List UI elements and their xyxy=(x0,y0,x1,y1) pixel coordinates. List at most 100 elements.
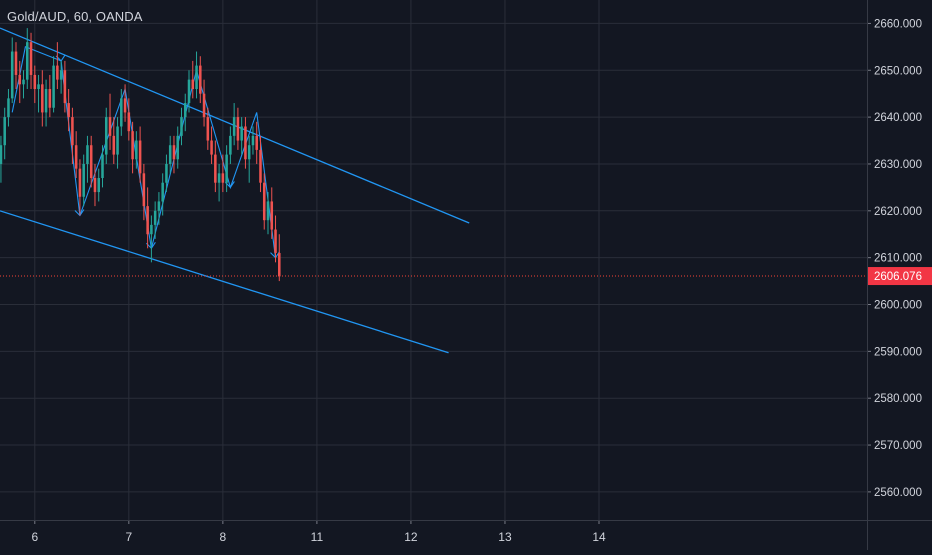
candle-body xyxy=(22,79,25,85)
candle-body xyxy=(29,42,33,75)
time-tick-label: 13 xyxy=(498,530,512,544)
candle-body xyxy=(44,89,48,113)
candle-body xyxy=(52,65,55,108)
candle-body xyxy=(225,154,228,183)
candle-body xyxy=(214,154,217,183)
candle-body xyxy=(236,117,240,141)
candle-body xyxy=(82,163,85,197)
candle-body xyxy=(168,145,172,164)
candle-body xyxy=(78,168,82,197)
candle-body xyxy=(191,79,195,90)
candle-body xyxy=(146,206,149,235)
candle-body xyxy=(180,117,183,136)
time-tick-label: 14 xyxy=(592,530,606,544)
time-axis[interactable]: 6 7 8 11 12 13 14 xyxy=(0,520,932,544)
price-tick-label: 2650.000 xyxy=(874,65,922,77)
candle-body xyxy=(199,65,202,94)
candle-body xyxy=(10,51,14,99)
candle-body xyxy=(247,145,251,160)
candle-body xyxy=(240,126,243,141)
candle-body xyxy=(210,140,213,155)
candle-body xyxy=(59,70,63,80)
candle-body xyxy=(187,79,191,104)
candle-body xyxy=(120,98,123,127)
price-tick-label: 2630.000 xyxy=(874,159,922,171)
price-tick-label: 2590.000 xyxy=(874,346,922,358)
price-tick-label: 2640.000 xyxy=(874,112,922,124)
candle-body xyxy=(165,163,168,183)
candle-body xyxy=(108,117,112,136)
candle-body xyxy=(33,74,37,90)
candles xyxy=(0,28,281,282)
price-tick-label: 2570.000 xyxy=(874,440,922,452)
price-tick-label: 2580.000 xyxy=(874,393,922,405)
candle-body xyxy=(56,65,59,80)
candle-body xyxy=(255,135,258,150)
candle-body xyxy=(131,131,134,160)
last-price-line: 2606.076 xyxy=(0,267,932,286)
candle-body xyxy=(89,145,93,179)
candle-body xyxy=(232,117,236,136)
candle-body xyxy=(270,201,274,230)
candle-body xyxy=(221,173,225,183)
price-tick-label: 2560.000 xyxy=(874,487,922,499)
time-tick-label: 6 xyxy=(31,530,38,544)
candle-body xyxy=(37,84,40,90)
candle-body xyxy=(157,201,161,211)
candle-body xyxy=(229,135,232,155)
candle-body xyxy=(67,103,70,118)
candle-body xyxy=(101,154,104,179)
price-tick-label: 2610.000 xyxy=(874,253,922,265)
candle-body xyxy=(104,117,108,155)
time-tick-label: 12 xyxy=(404,530,418,544)
candle-body xyxy=(116,126,119,155)
candle-body xyxy=(123,98,127,113)
candle-body xyxy=(138,140,142,174)
candle-body xyxy=(48,89,52,108)
last-price-label: 2606.076 xyxy=(874,271,922,283)
candle-body xyxy=(217,173,221,183)
candle-body xyxy=(206,117,210,141)
last-price-badge xyxy=(868,267,932,286)
candle-body xyxy=(74,145,78,169)
candle-body xyxy=(259,149,262,183)
price-axis[interactable]: 2660.000 2650.000 2640.000 2630.000 2620.000… xyxy=(867,0,922,550)
symbol-title[interactable]: Gold/AUD, 60, OANDA xyxy=(7,9,143,24)
candle-body xyxy=(86,145,89,164)
candle-body xyxy=(97,178,101,193)
candle-body xyxy=(3,117,6,146)
candle-body xyxy=(93,178,97,193)
candle-body xyxy=(135,140,138,160)
candle-body xyxy=(161,182,164,202)
candle-body xyxy=(172,145,176,160)
candle-body xyxy=(153,210,157,225)
candle-body xyxy=(251,135,255,146)
channel-trendline xyxy=(0,210,449,354)
time-tick-label: 7 xyxy=(125,530,132,544)
zigzag-path xyxy=(11,46,277,258)
time-tick-label: 8 xyxy=(220,530,227,544)
price-tick-label: 2620.000 xyxy=(874,206,922,218)
time-tick-label: 11 xyxy=(311,530,324,544)
candle-body xyxy=(202,93,206,118)
candle-body xyxy=(7,98,10,118)
candle-body xyxy=(244,126,247,160)
candle-body xyxy=(18,74,22,85)
candle-body xyxy=(195,65,198,90)
candle-body xyxy=(262,182,266,221)
candle-body xyxy=(274,229,277,253)
candle-body xyxy=(63,70,67,104)
price-tick-label: 2660.000 xyxy=(874,18,922,30)
candle-body xyxy=(112,135,116,155)
candle-body xyxy=(25,42,29,80)
candle-body xyxy=(14,51,18,75)
candle-body xyxy=(183,103,187,118)
candle-body xyxy=(71,117,74,146)
candle-body xyxy=(266,201,270,221)
candle-body xyxy=(142,173,146,207)
candle-body xyxy=(0,145,3,164)
candle-body xyxy=(278,252,281,277)
